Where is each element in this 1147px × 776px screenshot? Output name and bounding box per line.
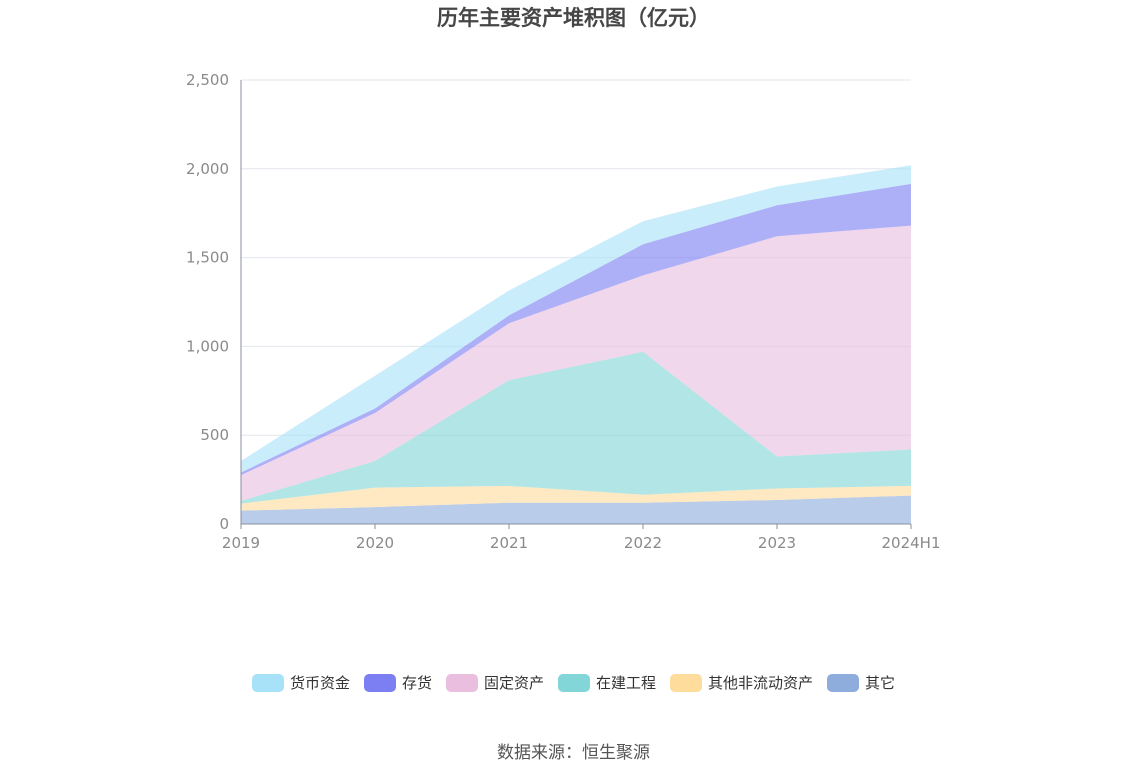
legend-item-cash[interactable]: 货币资金	[251, 672, 350, 693]
area-series-3	[241, 225, 911, 501]
legend-swatch	[670, 673, 703, 692]
legend-swatch	[363, 673, 396, 692]
area-series-1	[241, 485, 911, 511]
x-tick-labels: 2019 2020 2021 2022 2023 2024H1	[222, 524, 941, 552]
legend-item-construction[interactable]: 在建工程	[558, 672, 656, 693]
legend-item-fixed-assets[interactable]: 固定资产	[445, 672, 544, 693]
legend-label: 在建工程	[596, 674, 657, 692]
legend-item-other-noncurrent[interactable]: 其他非流动资产	[670, 672, 813, 693]
area-series-0	[241, 495, 911, 524]
legend-label: 其它	[865, 674, 896, 692]
area-series-2	[241, 351, 911, 504]
x-tick-label: 2024H1	[882, 534, 941, 552]
x-tick-label: 2019	[222, 534, 260, 552]
legend-item-other[interactable]: 其它	[827, 672, 895, 693]
y-tick-label: 1,000	[186, 337, 229, 355]
legend-item-inventory[interactable]: 存货	[363, 672, 432, 693]
y-tick-labels: 0 500 1,000 1,500 2,000 2,500	[186, 71, 229, 533]
y-tick-label: 2,000	[186, 160, 229, 178]
legend-swatch	[251, 673, 284, 692]
legend-label: 固定资产	[483, 674, 544, 692]
legend-label: 其他非流动资产	[708, 674, 814, 692]
stacked-area-chart: 0 500 1,000 1,500 2,000 2,500 2019 2020 2021 202…	[186, 71, 941, 552]
legend-swatch	[827, 673, 860, 692]
legend-swatch	[445, 673, 478, 692]
x-tick-label: 2020	[356, 534, 394, 552]
y-tick-label: 2,500	[186, 71, 229, 89]
y-tick-label: 0	[219, 515, 229, 533]
x-tick-label: 2022	[624, 534, 662, 552]
legend-swatch	[558, 673, 590, 692]
x-tick-label: 2023	[758, 534, 796, 552]
area-series	[241, 165, 911, 524]
legend: 货币资金 存货 固定资产 在建工程 其他非流动资产 其它	[0, 672, 1147, 693]
legend-label: 货币资金	[289, 674, 350, 692]
x-tick-label: 2021	[490, 534, 528, 552]
chart-title: 历年主要资产堆积图（亿元）	[437, 6, 710, 30]
legend-label: 存货	[401, 674, 432, 692]
data-source: 数据来源：恒生聚源	[497, 743, 650, 763]
area-series-4	[241, 183, 911, 476]
y-tick-label: 1,500	[186, 249, 229, 267]
y-tick-label: 500	[200, 426, 229, 444]
axes	[240, 80, 911, 525]
